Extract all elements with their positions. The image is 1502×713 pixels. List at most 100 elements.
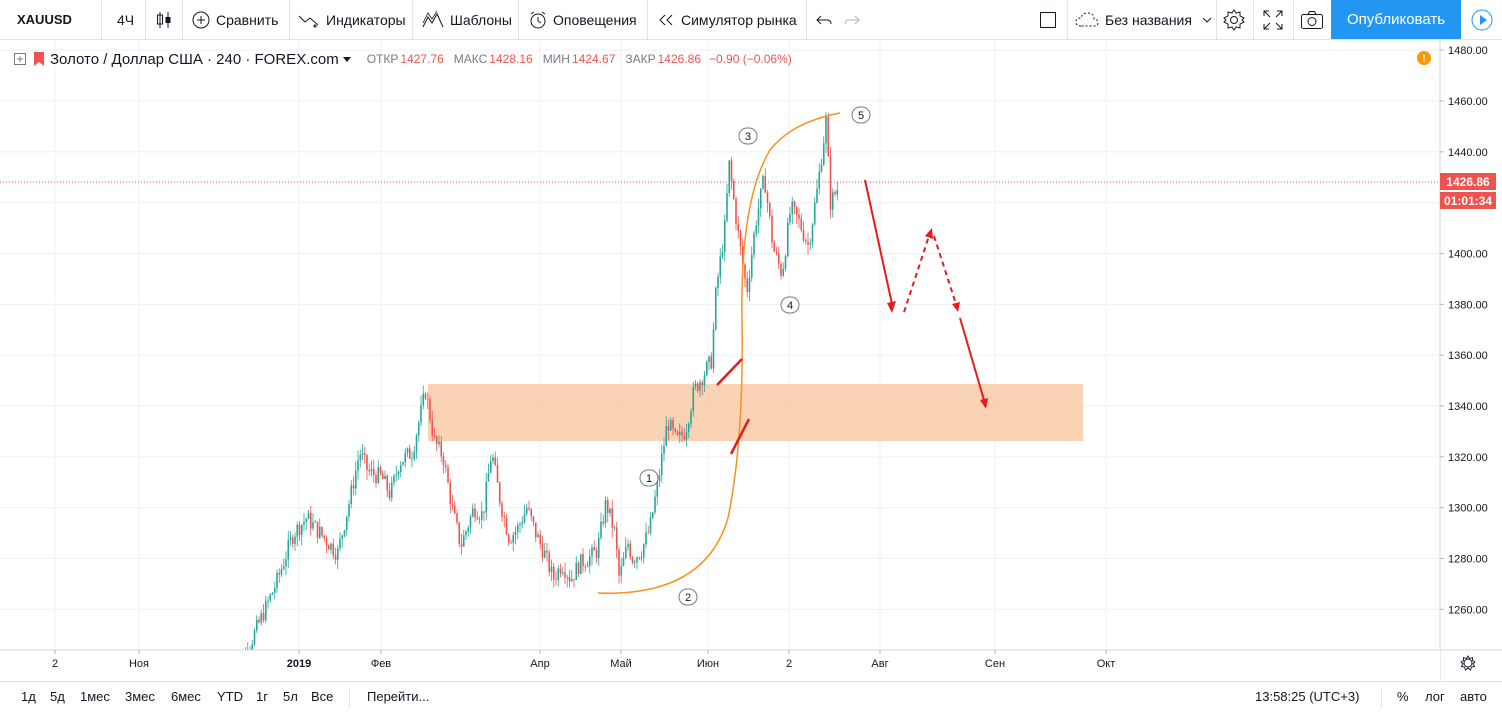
time-axis-bg[interactable] [0,650,1440,681]
settings-button[interactable] [1223,0,1245,39]
candle [672,417,674,436]
candle [438,435,440,448]
forecast-arrow-4[interactable] [959,317,988,409]
chevron-down-icon[interactable] [342,55,351,63]
candle [440,435,443,463]
candle [631,555,634,565]
candle [271,591,274,595]
candle [588,549,591,574]
alerts-button[interactable]: Оповещения [529,0,637,39]
fullscreen-toggle-button[interactable] [1039,0,1057,39]
fullscreen-button[interactable] [1263,0,1283,39]
candle [829,146,832,219]
range-5d[interactable]: 5д [50,689,65,704]
layout-menu[interactable]: Без названия [1075,0,1212,39]
range-3m[interactable]: 3мес [125,689,155,704]
range-5y[interactable]: 5л [283,689,298,704]
wave-label-1[interactable]: 1 [639,469,659,487]
breakout-line-upper[interactable] [716,358,743,386]
candle [690,408,692,429]
range-1d[interactable]: 1д [21,689,36,704]
candle [579,553,582,575]
candle [795,206,798,224]
toolbar-divider [289,0,290,39]
candle [575,556,578,580]
candle [386,473,389,498]
redo-button[interactable] [844,0,860,39]
expand-legend-icon[interactable] [14,53,26,65]
time-tick-label: Авг [871,658,888,670]
auto-toggle[interactable]: авто [1460,689,1487,704]
clock[interactable]: 13:58:25 (UTC+3) [1255,689,1360,704]
wave-label-5[interactable]: 5 [851,106,871,124]
forecast-arrow-2[interactable] [903,228,933,313]
price-tick-label: 1480.00 [1448,45,1488,57]
range-all[interactable]: Все [311,689,334,704]
candle [537,531,539,538]
forecast-arrow-3[interactable] [933,235,960,312]
candle [654,490,656,515]
candle [804,238,807,246]
candle [822,136,825,167]
candle [303,512,305,531]
wave-label-2[interactable]: 2 [678,588,698,606]
goto-date-button[interactable]: Перейти... [367,689,430,704]
price-axis-bg[interactable] [1440,40,1502,650]
candle [456,509,458,525]
candle [712,322,715,373]
candle [573,578,575,588]
candle [692,381,695,417]
play-circle-icon [1471,9,1493,30]
candle [582,548,584,573]
breakout-line-lower[interactable] [729,418,751,455]
snapshot-button[interactable] [1300,0,1324,39]
candle [426,392,429,409]
candle [253,627,256,647]
candle [593,540,596,551]
candle [379,465,382,476]
last-price-label: 1426.86 01:01:34 [1440,173,1496,209]
publish-button[interactable]: Опубликовать [1331,0,1461,39]
rounding-curve[interactable] [597,112,841,594]
range-1y[interactable]: 1г [256,689,268,704]
interval-selector[interactable]: 4Ч [117,11,135,28]
chart-style-button[interactable] [155,0,173,39]
time-tick-label: Фев [371,658,391,670]
templates-button[interactable]: Шаблоны [422,0,512,39]
candle [395,465,398,482]
candle [510,539,512,545]
candle [442,452,445,474]
symbol-search[interactable]: XAUUSD [17,12,72,27]
price-tick-label: 1340.00 [1448,401,1488,413]
alerts-label: Оповещения [553,11,637,28]
forecast-arrow-1[interactable] [864,179,896,313]
log-toggle[interactable]: лог [1425,689,1445,704]
candle [791,196,794,225]
play-button[interactable] [1462,0,1502,39]
candle [501,500,503,522]
axis-settings-button[interactable] [1460,655,1476,671]
range-ytd[interactable]: YTD [217,689,243,704]
candle [710,352,713,370]
replay-button[interactable]: Симулятор рынка [657,0,797,39]
candle [298,520,301,541]
alert-badge[interactable]: ! [1417,51,1431,65]
compare-button[interactable]: Сравнить [192,0,278,39]
symbol-description[interactable]: Золото / Доллар США · 240 · FOREX.com [50,50,339,68]
undo-button[interactable] [816,0,832,39]
candle [521,516,524,529]
bottom-toolbar: 1д 5д 1мес 3мес 6мес YTD 1г 5л Все Перей… [0,681,1502,713]
range-6m[interactable]: 6мес [171,689,201,704]
wave-label-4[interactable]: 4 [780,296,800,314]
candle [507,533,510,547]
chart-area[interactable]: 1 2 3 4 5 1480.001460.001440.001420.0014… [0,40,1502,681]
percent-toggle[interactable]: % [1397,689,1409,704]
candle [813,197,816,227]
indicators-button[interactable]: Индикаторы [298,0,406,39]
support-zone[interactable] [428,384,1083,441]
replay-label: Симулятор рынка [681,11,797,28]
wave-label-3[interactable]: 3 [738,127,758,145]
range-1m[interactable]: 1мес [80,689,110,704]
candle [359,449,362,468]
time-tick-label: 2 [786,658,792,670]
